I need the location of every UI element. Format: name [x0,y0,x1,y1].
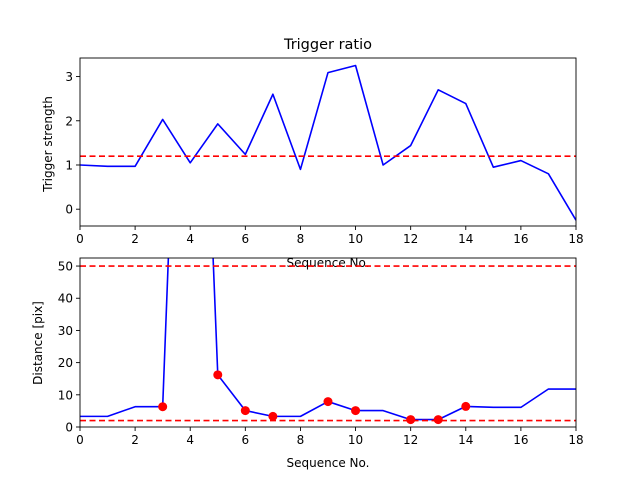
series-line-0 [80,64,576,221]
x-tick-label: 8 [297,433,305,447]
plot-area [79,257,577,428]
y-axis-label: Distance [pix] [31,301,45,385]
y-tick-label: 1 [65,158,73,172]
y-tick-label: 30 [58,324,73,338]
plot-clip-group [80,258,576,425]
x-tick-label: 14 [458,433,473,447]
x-tick-label: 12 [403,232,418,246]
plot-clip-group [80,64,576,221]
y-tick-label: 0 [65,421,73,435]
x-tick-label: 16 [513,232,528,246]
plot-area [79,57,577,227]
x-tick-label: 4 [186,232,194,246]
y-tick-label: 3 [65,70,73,84]
x-tick-label: 10 [348,433,363,447]
x-tick-label: 18 [568,433,583,447]
y-tick-label: 20 [58,356,73,370]
x-tick-label: 0 [76,232,84,246]
distance-chart: Distance [pix] Sequence No. 0 2 4 6 8 10 12 14 1… [31,257,584,470]
data-marker [268,411,278,421]
trigger-ratio-chart: Trigger ratio Trigger strength Sequence … [41,37,584,270]
data-marker [323,397,333,407]
y-tick-label: 0 [65,203,73,217]
x-tick-label: 8 [297,232,305,246]
axis-ticks: 0 2 4 6 8 10 12 14 16 18 0 10 20 30 40 50 [58,260,584,447]
data-marker [433,415,443,425]
y-tick-label: 10 [58,388,73,402]
y-axis-label: Trigger strength [41,96,55,193]
y-tick-label: 40 [58,292,73,306]
chart-title: Trigger ratio [283,37,372,53]
x-tick-label: 6 [242,433,250,447]
x-tick-label: 4 [186,433,194,447]
x-tick-label: 10 [348,232,363,246]
data-marker [240,406,250,416]
x-tick-label: 16 [513,433,528,447]
x-tick-label: 0 [76,433,84,447]
x-tick-label: 12 [403,433,418,447]
axes-frame [79,257,577,428]
data-marker [213,370,223,380]
x-tick-label: 2 [131,433,139,447]
x-tick-label: 18 [568,232,583,246]
data-marker [406,415,416,425]
y-tick-label: 50 [58,260,73,274]
axes-frame [79,57,577,227]
x-axis-label: Sequence No. [287,456,370,470]
y-tick-label: 2 [65,114,73,128]
data-marker [461,401,471,411]
data-marker [351,406,361,416]
x-tick-label: 6 [242,232,250,246]
x-tick-label: 14 [458,232,473,246]
x-tick-label: 2 [131,232,139,246]
data-marker [158,402,168,412]
